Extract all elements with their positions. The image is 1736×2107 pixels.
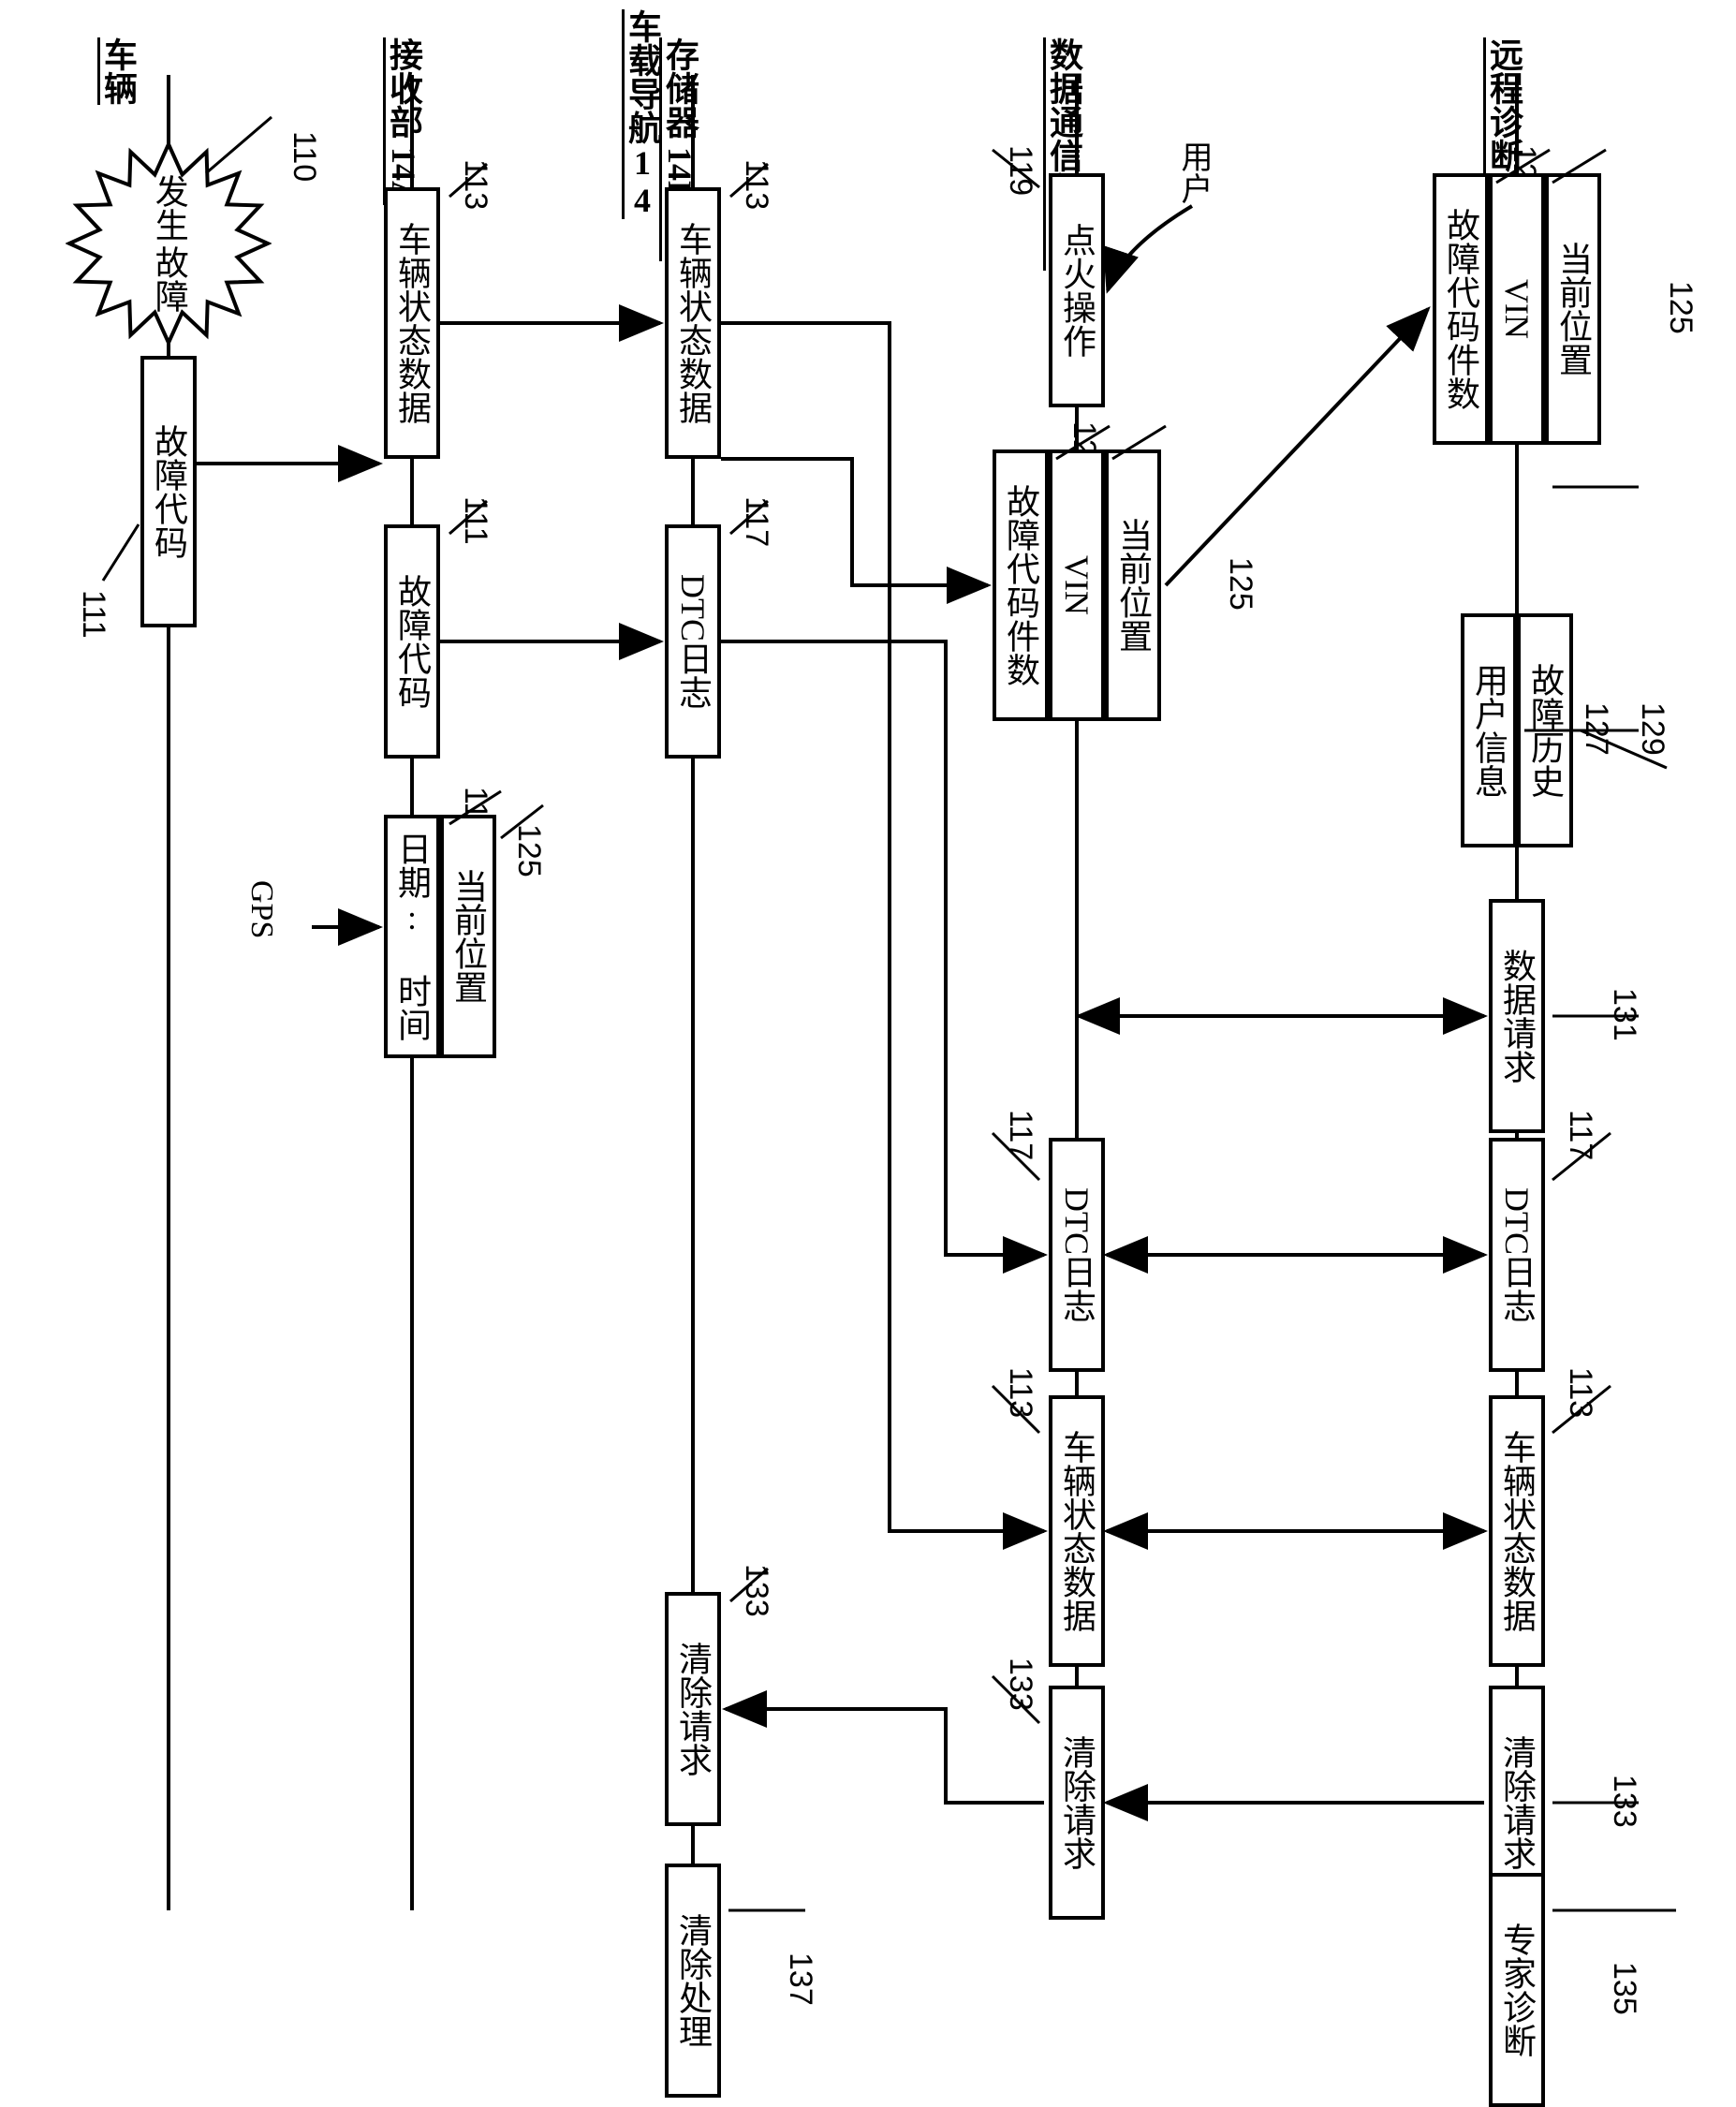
b-rx-pos: 当前位置 [440,815,496,1058]
ref-125-b_srv_pos: 125 [1662,281,1699,334]
ref-131-b_srv_datareq: 131 [1606,988,1642,1041]
b-comm-ign: 点火操作 [1049,173,1105,407]
b-srv-pos: 当前位置 [1545,173,1601,445]
b-vehicle-dtc: 故障代码 [140,356,197,627]
ref-117-b_comm_dtclog: 117 [1002,1110,1038,1160]
ref-133-b_comm_clrreq: 133 [1002,1658,1038,1711]
ref-111-b_rx_dtc: 111 [457,496,493,545]
b-rx-dtc: 故障代码 [384,524,440,759]
ref-125-b_rx_pos: 125 [510,824,547,877]
ref-117-b_srv_dtclog: 117 [1562,1110,1598,1160]
b-comm-dtclog: DTC日志 [1049,1138,1105,1372]
b-srv-datareq: 数据请求 [1489,899,1545,1133]
ref-119-b_comm_ign: 119 [1002,145,1038,196]
b-comm-status: 车辆状态数据 [1049,1395,1105,1667]
ref-113-b_comm_status: 113 [1002,1367,1038,1418]
ref-113-b_mem_status: 113 [738,159,774,210]
b-mem-status: 车辆状态数据 [665,187,721,459]
b-comm-pos: 当前位置 [1105,449,1161,721]
b-comm-vin: VIN [1049,449,1105,721]
fault-starburst: 故障发生 [66,140,272,346]
ref-110: 110 [286,131,322,182]
lane-line-vehicle [167,75,170,1910]
b-srv-expert: 专家诊断 [1489,1873,1545,2107]
b-mem-dtclog: DTC日志 [665,524,721,759]
ref-129-b_srv_history: 129 [1634,702,1670,756]
ref-135-b_srv_expert: 135 [1606,1962,1642,2015]
b-srv-user: 用户信息 [1461,613,1517,847]
lane-header-vehicle: 车辆 [94,37,142,105]
label-lbl_user: 用户 [1170,140,1216,204]
b-srv-status: 车辆状态数据 [1489,1395,1545,1667]
b-rx-status: 车辆状态数据 [384,187,440,459]
ref-111-b_vehicle_dtc: 111 [75,590,111,639]
ref-137-b_mem_clrproc: 137 [782,1952,818,2006]
b-srv-dtclog: DTC日志 [1489,1138,1545,1372]
lane-header-rx14a: 接收部 14A [379,37,428,205]
b-srv-history: 故障历史 [1517,613,1573,847]
ref-127-b_srv_user: 127 [1578,702,1614,756]
ref-133-b_mem_clrreq: 133 [738,1564,774,1617]
ref-113-b_rx_status: 113 [457,159,493,210]
ref-133-b_srv_clrreq: 133 [1606,1775,1642,1828]
ref-113-b_srv_status: 113 [1562,1367,1598,1418]
b-rx-date: 日期: 时间 [384,815,440,1058]
b-mem-clrproc: 清除处理 [665,1864,721,2098]
b-mem-clrreq: 清除请求 [665,1592,721,1826]
label-lbl_gps: GPS [243,880,279,938]
b-comm-clrreq: 清除请求 [1049,1686,1105,1920]
ref-125-b_comm_pos: 125 [1222,557,1258,611]
b-srv-vin: VIN [1489,173,1545,445]
fault-starburst-label: 故障发生 [150,174,187,313]
ref-117-b_mem_dtclog: 117 [738,496,774,547]
b-comm-dtccnt: 故障代码件数 [993,449,1049,721]
b-srv-dtccnt: 故障代码件数 [1433,173,1489,445]
